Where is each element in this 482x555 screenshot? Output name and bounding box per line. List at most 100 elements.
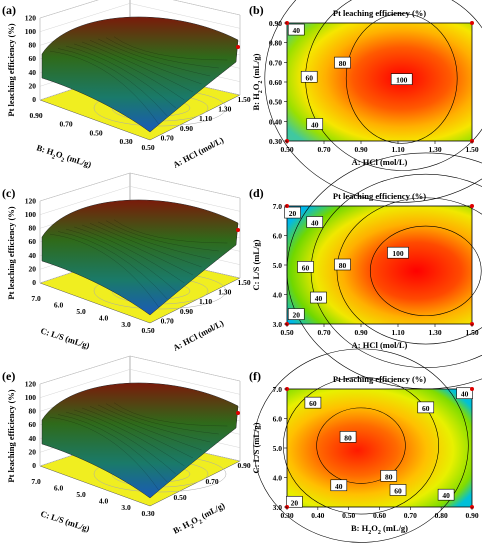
x-tick-label: 0.30 bbox=[280, 511, 293, 520]
x-tick-label: 0.60 bbox=[373, 511, 386, 520]
z-tick-label: 80 bbox=[29, 224, 37, 233]
x-tick-label: 0.90 bbox=[354, 145, 367, 154]
y-tick-label: 4.0 bbox=[273, 291, 283, 300]
z-tick-label: 60 bbox=[29, 420, 37, 429]
y-axis-label: C: L/S (mL/g) bbox=[251, 422, 261, 473]
y-axis-label-part: (mL/g) bbox=[251, 53, 261, 80]
right-axis-tick: 0.90 bbox=[180, 124, 193, 133]
right-axis-tick: 0.90 bbox=[180, 307, 193, 316]
y-tick-label: 4.0 bbox=[273, 474, 283, 483]
z-axis-label: Pt leaching efficiency (%) bbox=[6, 389, 16, 482]
contour-label: 80 bbox=[344, 433, 352, 442]
contour-panel-b: (b)Pt leaching efficiency (%)40608010040… bbox=[249, 0, 482, 202]
contour-label: 40 bbox=[311, 219, 319, 228]
panel-letter: (d) bbox=[249, 186, 264, 200]
contour-label: 40 bbox=[335, 482, 343, 491]
right-axis-label: B: H2O2 (mL/g) bbox=[171, 500, 228, 538]
left-axis-tick: 4.0 bbox=[99, 497, 109, 506]
right-axis-tick: 1.30 bbox=[218, 105, 231, 114]
y-tick-label: 0.70 bbox=[269, 58, 282, 67]
x-axis-label-part: (mL/g) bbox=[381, 523, 408, 533]
z-tick-label: 0 bbox=[32, 278, 36, 287]
right-axis-tick: 1.50 bbox=[237, 95, 250, 104]
z-tick-label: 120 bbox=[25, 379, 37, 388]
left-axis-tick: 5.0 bbox=[76, 490, 86, 499]
x-tick-label: 0.50 bbox=[342, 511, 355, 520]
contour-label: 20 bbox=[289, 209, 297, 218]
x-tick-label: 0.70 bbox=[317, 145, 330, 154]
right-axis-label: A: HCl (mol/L) bbox=[171, 318, 225, 353]
design-point bbox=[236, 45, 240, 49]
contour-label: 60 bbox=[394, 486, 402, 495]
left-axis-tick: 5.0 bbox=[76, 307, 86, 316]
y-axis-label-part: C: L/S (mL/g) bbox=[251, 422, 261, 473]
left-axis-tick: 0.90 bbox=[29, 111, 42, 120]
y-tick-label: 0.30 bbox=[269, 137, 282, 146]
right-axis-tick: 0.50 bbox=[141, 143, 154, 152]
left-axis-tick: 0.70 bbox=[59, 120, 72, 129]
y-tick-label: 3.0 bbox=[273, 320, 283, 329]
left-axis-tick: 7.0 bbox=[31, 294, 41, 303]
panel-letter: (b) bbox=[249, 3, 264, 17]
z-tick-label: 40 bbox=[29, 251, 37, 260]
design-point bbox=[470, 204, 474, 208]
right-axis-tick: 1.30 bbox=[218, 288, 231, 297]
contour-label: 60 bbox=[305, 73, 313, 82]
y-tick-label: 5.0 bbox=[273, 444, 283, 453]
design-point bbox=[470, 387, 474, 391]
y-axis-label: B: H2O2 (mL/g) bbox=[251, 53, 264, 110]
contour-label: 40 bbox=[442, 491, 450, 500]
y-tick-label: 0.90 bbox=[269, 19, 282, 28]
contour-label: 60 bbox=[422, 404, 430, 413]
z-tick-label: 40 bbox=[29, 68, 37, 77]
y-tick-label: 0.40 bbox=[269, 117, 282, 126]
right-axis-tick: 0.30 bbox=[141, 509, 154, 518]
z-tick-label: 0 bbox=[32, 95, 36, 104]
contour-label: 100 bbox=[396, 76, 408, 85]
right-axis-tick: 1.10 bbox=[199, 114, 212, 123]
x-tick-label: 1.10 bbox=[391, 145, 404, 154]
y-axis-label: C: L/S (mL/g) bbox=[251, 239, 261, 290]
contour-title: Pt leaching efficiency (%) bbox=[333, 191, 426, 201]
right-axis-tick: 1.10 bbox=[199, 297, 212, 306]
z-tick-label: 0 bbox=[32, 461, 36, 470]
design-point bbox=[236, 228, 240, 232]
y-tick-label: 5.0 bbox=[273, 261, 283, 270]
z-tick-label: 20 bbox=[29, 264, 37, 273]
y-tick-label: 3.0 bbox=[273, 503, 283, 512]
z-tick-label: 80 bbox=[29, 41, 37, 50]
z-tick-label: 40 bbox=[29, 434, 37, 443]
x-axis-label: B: H2O2 (mL/g) bbox=[351, 523, 408, 536]
right-axis-label-part: B: H bbox=[171, 519, 191, 536]
z-tick-label: 100 bbox=[25, 210, 37, 219]
y-tick-label: 6.0 bbox=[273, 232, 283, 241]
contour-label: 40 bbox=[293, 26, 301, 35]
z-tick-label: 60 bbox=[29, 237, 37, 246]
y-tick-label: 7.0 bbox=[273, 202, 283, 211]
contour-label: 80 bbox=[339, 261, 347, 270]
right-axis-tick: 0.70 bbox=[205, 477, 218, 486]
design-point bbox=[470, 21, 474, 25]
y-tick-label: 0.80 bbox=[269, 39, 282, 48]
contour-label: 40 bbox=[311, 120, 319, 129]
x-tick-label: 0.90 bbox=[354, 328, 367, 337]
left-axis-tick: 4.0 bbox=[99, 314, 109, 323]
z-tick-label: 80 bbox=[29, 407, 37, 416]
right-axis-tick: 0.70 bbox=[161, 133, 174, 142]
y-tick-label: 7.0 bbox=[273, 385, 283, 394]
contour-label: 60 bbox=[309, 399, 317, 408]
right-axis-tick: 0.70 bbox=[161, 316, 174, 325]
contour-title: Pt leaching efficiency (%) bbox=[333, 8, 426, 18]
panel-letter: (a) bbox=[2, 3, 16, 17]
left-axis-tick: 3.0 bbox=[121, 503, 131, 512]
x-tick-label: 1.30 bbox=[428, 328, 441, 337]
right-axis-tick: 0.50 bbox=[141, 326, 154, 335]
z-tick-label: 20 bbox=[29, 447, 37, 456]
x-axis-label: A: HCl (mol/L) bbox=[352, 157, 408, 167]
z-tick-label: 60 bbox=[29, 54, 37, 63]
contour-panel-f: (f)Pt leaching efficiency (%)60604080804… bbox=[249, 349, 479, 543]
left-axis-tick: 3.0 bbox=[121, 320, 131, 329]
x-tick-label: 1.30 bbox=[428, 145, 441, 154]
